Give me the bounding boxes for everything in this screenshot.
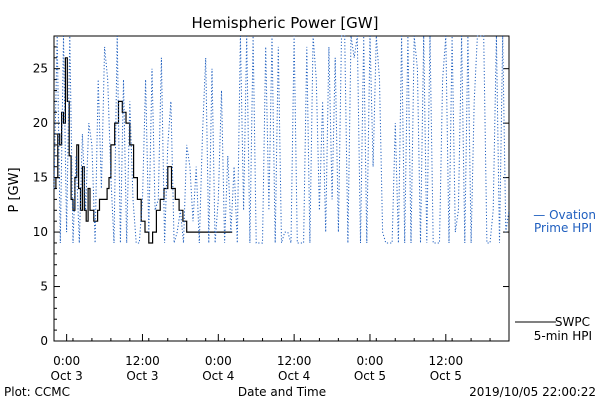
x-tick-time: 0:00 [53, 354, 80, 368]
x-tick-time: 0:00 [205, 354, 232, 368]
series-swpc-line [54, 57, 233, 244]
x-tick-date: Oct 5 [430, 369, 462, 383]
x-tick-time: 12:00 [125, 354, 160, 368]
y-tick-label: 15 [33, 171, 48, 185]
legend-ovation-line2: Prime HPI [534, 221, 592, 235]
y-tick-label: 20 [33, 116, 48, 130]
legend-swpc-line1: SWPC [555, 315, 590, 329]
legend-ovation-line1: — Ovation [533, 208, 596, 222]
legend-swpc-line2: 5-min HPI [534, 329, 592, 343]
y-tick-label: 0 [40, 334, 48, 348]
plot-frame [53, 35, 510, 342]
y-axis-label: P [GW] [7, 167, 22, 212]
x-tick-date: Oct 5 [354, 369, 386, 383]
x-tick-date: Oct 4 [202, 369, 234, 383]
x-tick-time: 12:00 [277, 354, 312, 368]
series-lines [53, 35, 510, 244]
plot-timestamp: 2019/10/05 22:00:22 [469, 385, 596, 399]
x-tick-date: Oct 4 [278, 369, 310, 383]
x-axis-label: Date and Time [238, 385, 326, 399]
x-tick-time: 12:00 [429, 354, 464, 368]
y-tick-label: 10 [33, 225, 48, 239]
plot-credit: Plot: CCMC [4, 385, 70, 399]
x-tick-date: Oct 3 [126, 369, 158, 383]
x-tick-time: 0:00 [356, 354, 383, 368]
y-tick-label: 25 [33, 62, 48, 76]
series-ovation-line [53, 35, 510, 244]
y-tick-label: 5 [40, 280, 48, 294]
chart-title: Hemispheric Power [GW] [192, 14, 379, 32]
x-tick-date: Oct 3 [51, 369, 83, 383]
y-axis-ticks: 0 5 10 15 20 25 [33, 35, 509, 348]
